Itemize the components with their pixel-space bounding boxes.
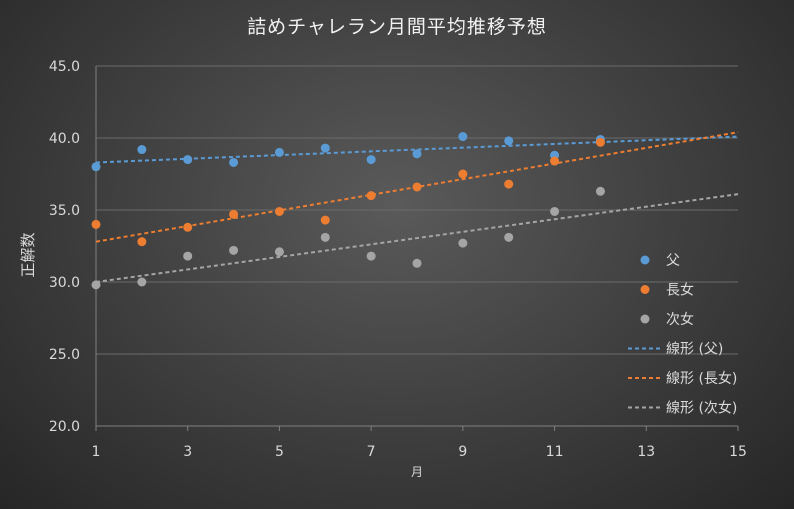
x-tick-label-7: 7 [367,444,376,460]
trendline-3 [95,193,739,283]
point-series2-5 [274,206,284,216]
point-series3-5 [274,247,284,257]
legend-marker-3 [640,314,650,324]
x-axis-title: 月 [411,465,423,479]
point-series3-9 [458,238,468,248]
legend-trend-label-2: 線形 (長女) [666,370,737,387]
axes: 20.025.030.035.040.045.01 3 5 7 9 11 13 15 [49,59,747,460]
gridlines [96,65,738,427]
y-tick-label-40.0: 40.0 [49,131,80,147]
y-tick-label-20.0: 20.0 [49,419,80,435]
point-series1-9 [458,132,468,142]
legend-label-3: 次女 [666,311,694,328]
data-points [91,132,605,290]
point-series3-10 [504,232,514,242]
point-series1-8 [412,149,422,159]
x-tick-label-1: 1 [92,444,101,460]
point-series1-7 [366,155,376,165]
y-tick-label-30.0: 30.0 [49,275,80,291]
point-series1-6 [320,143,330,153]
point-series3-7 [366,251,376,261]
point-series1-2 [137,145,147,155]
x-tick-label-5: 5 [275,444,284,460]
point-series1-5 [274,147,284,157]
legend-marker-1 [640,255,650,265]
x-tick-label-9: 9 [458,444,467,460]
point-series2-8 [412,182,422,192]
point-series2-2 [137,237,147,247]
legend-trend-label-1: 線形 (父) [666,342,723,358]
point-series2-9 [458,169,468,179]
point-series3-3 [183,251,193,261]
x-tick-label-13: 13 [637,444,655,460]
point-series3-11 [550,206,560,216]
chart-title: 詰めチャレラン月間平均推移予想 [247,16,547,38]
point-series2-12 [595,137,605,147]
y-tick-label-25.0: 25.0 [49,347,80,363]
y-axis-title: 正解数 [19,232,37,277]
point-series3-8 [412,258,422,268]
point-series2-7 [366,191,376,201]
point-series2-11 [550,156,560,166]
point-series2-4 [229,209,239,219]
x-tick-label-15: 15 [729,444,747,460]
legend-label-1: 父 [666,253,680,269]
point-series3-12 [595,186,605,196]
x-tick-label-11: 11 [546,444,564,460]
point-series3-6 [320,232,330,242]
legend-label-2: 長女 [666,282,694,299]
point-series1-1 [91,162,101,172]
point-series2-10 [504,179,514,189]
y-tick-label-45.0: 45.0 [49,59,80,75]
point-series2-1 [91,219,101,229]
point-series3-1 [91,280,101,290]
point-series1-4 [229,157,239,167]
point-series3-2 [137,277,147,287]
point-series1-3 [183,155,193,165]
x-tick-label-3: 3 [183,444,192,460]
point-series1-10 [504,136,514,146]
legend-marker-2 [640,285,650,294]
point-series3-4 [229,245,239,255]
y-tick-label-35.0: 35.0 [49,203,80,219]
point-series2-3 [183,222,193,232]
point-series2-6 [320,215,330,225]
legend-trend-label-3: 線形 (次女) [666,400,737,417]
trendline-1 [95,135,739,164]
